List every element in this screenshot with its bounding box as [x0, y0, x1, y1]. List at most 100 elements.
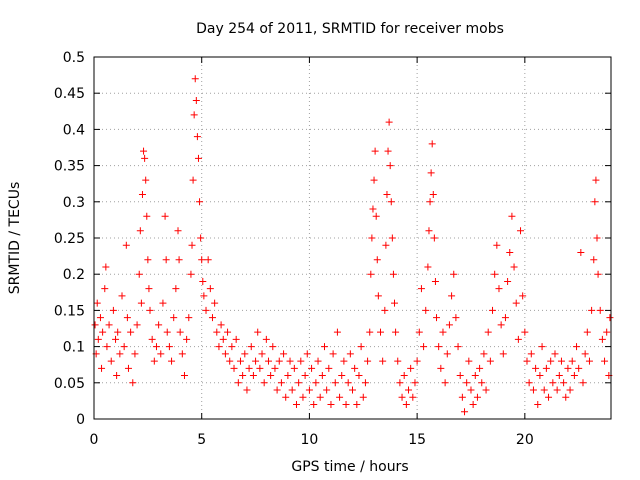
data-point: [310, 401, 318, 409]
data-point: [243, 386, 251, 394]
data-point: [176, 328, 184, 336]
data-point: [163, 328, 171, 336]
data-point: [94, 335, 102, 343]
data-point: [228, 343, 236, 351]
data-point: [148, 335, 156, 343]
data-point: [425, 227, 433, 235]
data-point: [389, 270, 397, 278]
data-point: [409, 393, 417, 401]
data-point: [269, 343, 277, 351]
data-point: [264, 357, 272, 365]
plot-frame: [93, 56, 612, 420]
data-point: [437, 364, 445, 372]
data-point: [252, 357, 260, 365]
data-point: [175, 256, 183, 264]
data-point: [138, 191, 146, 199]
data-point: [165, 343, 173, 351]
data-point: [529, 386, 537, 394]
data-point: [439, 328, 447, 336]
data-point: [383, 191, 391, 199]
data-point: [536, 372, 544, 380]
data-point: [353, 401, 361, 409]
data-point: [581, 350, 589, 358]
x-tick-label: 15: [408, 432, 426, 448]
data-point: [491, 270, 499, 278]
data-point: [131, 350, 139, 358]
data-point: [476, 364, 484, 372]
data-point: [230, 364, 238, 372]
data-point: [506, 248, 514, 256]
data-point: [454, 343, 462, 351]
data-point: [564, 364, 572, 372]
x-tick-label: 10: [301, 432, 319, 448]
data-point: [443, 350, 451, 358]
data-point: [144, 256, 152, 264]
data-point: [512, 299, 520, 307]
data-point: [150, 357, 158, 365]
data-point: [120, 343, 128, 351]
data-point: [593, 234, 601, 242]
x-tick-label: 0: [90, 432, 99, 448]
data-point: [123, 314, 131, 322]
chart-title: Day 254 of 2011, SRMTID for receiver mob…: [196, 21, 504, 37]
data-point: [427, 169, 435, 177]
data-point: [361, 379, 369, 387]
data-point: [258, 350, 266, 358]
data-point: [327, 401, 335, 409]
data-point: [187, 270, 195, 278]
data-point: [489, 306, 497, 314]
data-point: [180, 372, 188, 380]
data-point: [116, 350, 124, 358]
data-point: [394, 357, 402, 365]
data-point: [256, 364, 264, 372]
data-point: [277, 379, 285, 387]
data-point: [91, 321, 99, 329]
y-tick-label: 0.5: [63, 50, 85, 66]
data-point: [113, 372, 121, 380]
y-tick-label: 0.45: [54, 86, 85, 102]
data-point: [355, 372, 363, 380]
data-point: [93, 299, 101, 307]
data-point: [372, 212, 380, 220]
data-point: [426, 198, 434, 206]
data-point: [247, 343, 255, 351]
data-point: [124, 364, 132, 372]
data-point: [510, 263, 518, 271]
data-point: [450, 270, 458, 278]
data-point: [551, 350, 559, 358]
data-point: [429, 191, 437, 199]
data-point: [129, 379, 137, 387]
data-point: [445, 321, 453, 329]
data-point: [234, 379, 242, 387]
data-point: [504, 277, 512, 285]
data-point: [344, 379, 352, 387]
axis-ticks: [93, 56, 611, 420]
data-point: [118, 292, 126, 300]
data-point: [382, 241, 390, 249]
x-axis-label: GPS time / hours: [291, 459, 408, 475]
data-point: [292, 401, 300, 409]
data-point: [369, 205, 377, 213]
data-point: [486, 357, 494, 365]
data-point: [570, 372, 578, 380]
data-point: [370, 176, 378, 184]
data-point: [172, 285, 180, 293]
data-point: [391, 299, 399, 307]
data-point: [591, 198, 599, 206]
data-point: [190, 111, 198, 119]
data-point: [478, 379, 486, 387]
data-point: [135, 270, 143, 278]
data-point: [122, 241, 130, 249]
data-point: [219, 335, 227, 343]
data-point: [170, 314, 178, 322]
data-point: [534, 401, 542, 409]
data-point: [297, 357, 305, 365]
data-point: [112, 335, 120, 343]
data-point: [196, 198, 204, 206]
data-point: [99, 328, 107, 336]
data-point: [590, 256, 598, 264]
data-point: [336, 393, 344, 401]
data-point: [603, 328, 611, 336]
data-point: [467, 386, 475, 394]
data-point: [458, 393, 466, 401]
